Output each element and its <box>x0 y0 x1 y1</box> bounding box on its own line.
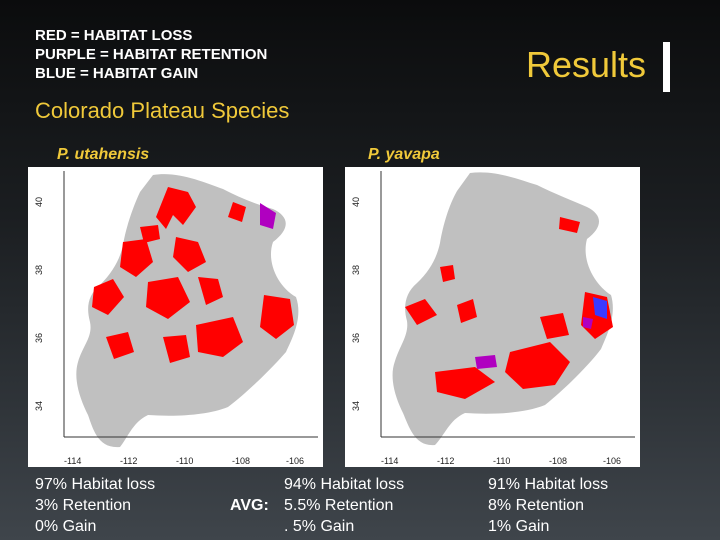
x-tick: -108 <box>549 456 567 466</box>
x-tick: -112 <box>437 456 454 466</box>
avg-label: AVG: <box>230 497 269 514</box>
x-tick: -110 <box>176 456 193 466</box>
stat-loss: 97% Habitat loss <box>35 476 156 493</box>
species-label-utahensis: P. utahensis <box>57 146 150 163</box>
stats-average: 94% Habitat loss 5.5% Retention . 5% Gai… <box>284 474 404 537</box>
y-tick: 34 <box>34 401 44 411</box>
color-legend: RED = HABITAT LOSS PURPLE = HABITAT RETE… <box>35 26 267 83</box>
stat-retention: 5.5% Retention <box>284 497 394 514</box>
x-tick: -114 <box>381 456 398 466</box>
y-tick: 36 <box>351 333 361 343</box>
legend-purple: PURPLE = HABITAT RETENTION <box>35 46 268 63</box>
section-title: Colorado Plateau Species <box>35 98 290 123</box>
stat-loss: 91% Habitat loss <box>488 476 609 493</box>
map-utahensis: 40 38 36 34 -114 -112 -110 -108 -106 <box>28 167 323 467</box>
title-accent-bar <box>663 42 670 92</box>
stats-yavapa: 91% Habitat loss 8% Retention 1% Gain <box>488 474 608 537</box>
stat-gain: 1% Gain <box>488 518 550 535</box>
species-label-yavapa: P. yavapa <box>368 146 440 163</box>
slide-title: Results <box>526 44 647 85</box>
stat-gain: 0% Gain <box>35 518 97 535</box>
y-tick: 34 <box>351 401 361 411</box>
x-tick: -114 <box>64 456 81 466</box>
x-tick: -106 <box>286 456 304 466</box>
y-tick: 38 <box>34 265 44 275</box>
x-tick: -112 <box>120 456 137 466</box>
y-tick: 36 <box>34 333 44 343</box>
stats-utahensis: 97% Habitat loss 3% Retention 0% Gain <box>35 474 155 537</box>
retention-patch <box>583 317 593 329</box>
y-tick: 40 <box>351 197 361 207</box>
stat-gain: . 5% Gain <box>284 518 355 535</box>
retention-patch <box>260 203 276 229</box>
gain-patch <box>593 297 607 319</box>
x-tick: -110 <box>493 456 510 466</box>
y-tick: 40 <box>34 197 44 207</box>
stat-retention: 3% Retention <box>35 497 132 514</box>
x-tick: -106 <box>603 456 621 466</box>
legend-red: RED = HABITAT LOSS <box>35 27 193 44</box>
legend-blue: BLUE = HABITAT GAIN <box>35 65 199 82</box>
y-tick: 38 <box>351 265 361 275</box>
stat-retention: 8% Retention <box>488 497 585 514</box>
x-tick: -108 <box>232 456 250 466</box>
stat-loss: 94% Habitat loss <box>284 476 405 493</box>
map-yavapa: 40 38 36 34 -114 -112 -110 -108 -106 <box>345 167 640 467</box>
